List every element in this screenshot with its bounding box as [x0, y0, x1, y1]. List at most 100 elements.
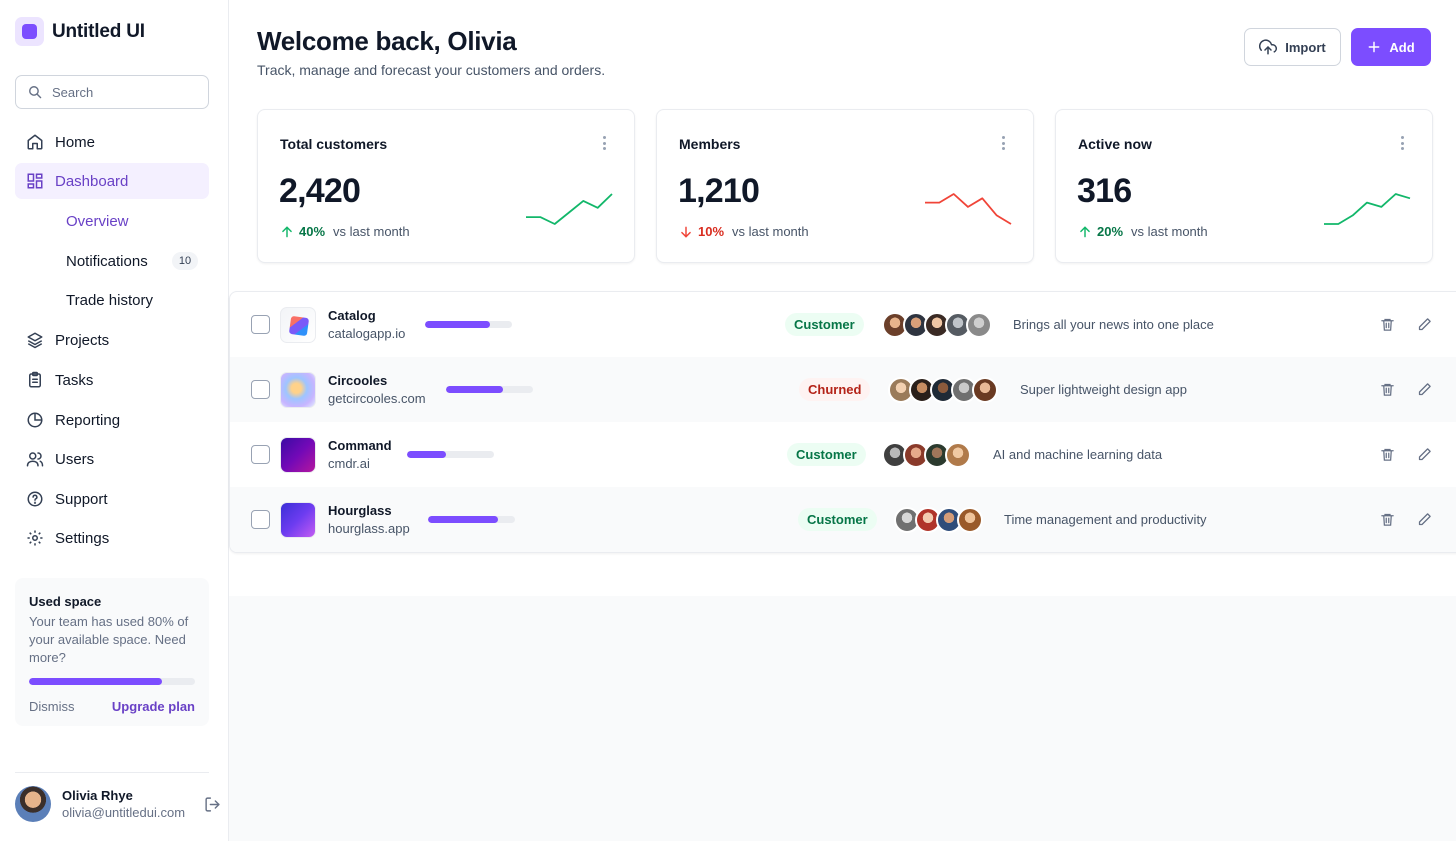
user-avatars[interactable]	[894, 507, 983, 533]
brand[interactable]: Untitled UI	[15, 17, 145, 46]
company-url: cmdr.ai	[328, 456, 370, 471]
company-name: Catalog	[328, 308, 376, 323]
avatar[interactable]	[966, 312, 992, 338]
edit-pencil-icon[interactable]	[1415, 380, 1433, 398]
company-logo	[280, 502, 316, 538]
nav-item-reporting[interactable]: Reporting	[15, 402, 209, 438]
table-row[interactable]: Command cmdr.ai Customer AI and machine …	[230, 422, 1456, 487]
users-icon	[26, 450, 44, 468]
status-badge: Customer	[787, 443, 866, 466]
app-name: Untitled UI	[52, 20, 145, 42]
layers-icon	[26, 331, 44, 349]
import-button-label: Import	[1285, 39, 1326, 55]
arrow-up-icon	[1080, 225, 1090, 237]
user-avatars[interactable]	[888, 377, 998, 403]
company-about: Super lightweight design app	[1020, 382, 1187, 397]
nav-item-projects[interactable]: Projects	[15, 322, 209, 358]
company-name: Hourglass	[328, 503, 392, 518]
company-url: hourglass.app	[328, 521, 410, 536]
nav-subitem-label: Trade history	[66, 291, 153, 309]
nav-subitem-notifications[interactable]: Notifications 10	[15, 244, 209, 278]
table-row[interactable]: Hourglass hourglass.app Customer Time ma…	[230, 487, 1456, 552]
row-checkbox[interactable]	[251, 380, 270, 399]
logout-icon[interactable]	[204, 796, 221, 818]
company-about: Brings all your news into one place	[1013, 317, 1214, 332]
edit-pencil-icon[interactable]	[1415, 510, 1433, 528]
nav-item-label: Settings	[55, 529, 110, 547]
stat-change: 10% vs last month	[679, 224, 809, 239]
row-checkbox[interactable]	[251, 315, 270, 334]
nav-item-dashboard[interactable]: Dashboard	[15, 163, 209, 199]
avatar[interactable]	[945, 442, 971, 468]
user-avatars[interactable]	[882, 312, 992, 338]
row-checkbox[interactable]	[251, 510, 270, 529]
trash-icon[interactable]	[1378, 445, 1396, 463]
sparkline-chart	[526, 193, 613, 225]
stat-change-compare: vs last month	[1131, 224, 1208, 239]
license-progress-bar	[446, 386, 533, 393]
company-logo	[280, 307, 316, 343]
license-progress-bar	[425, 321, 512, 328]
dismiss-button[interactable]: Dismiss	[29, 699, 75, 714]
nav-item-settings[interactable]: Settings	[15, 520, 209, 556]
upgrade-plan-button[interactable]: Upgrade plan	[111, 699, 195, 714]
notifications-count-badge: 10	[172, 252, 198, 270]
status-badge: Churned	[799, 378, 871, 401]
edit-pencil-icon[interactable]	[1415, 315, 1433, 333]
avatar[interactable]	[15, 786, 51, 822]
stat-label: Members	[679, 136, 741, 152]
company-about: Time management and productivity	[1004, 512, 1207, 527]
stat-card-active-now: Active now 316 20% vs last month	[1055, 109, 1433, 263]
row-checkbox[interactable]	[251, 445, 270, 464]
company-name: Circooles	[328, 373, 388, 388]
user-avatars[interactable]	[882, 442, 971, 468]
add-button[interactable]: Add	[1351, 28, 1431, 66]
edit-pencil-icon[interactable]	[1415, 445, 1433, 463]
trash-icon[interactable]	[1378, 510, 1396, 528]
search-box[interactable]	[15, 75, 209, 109]
nav-item-support[interactable]: Support	[15, 481, 209, 517]
home-icon	[26, 133, 44, 151]
more-vertical-icon[interactable]	[1394, 134, 1410, 152]
nav-item-tasks[interactable]: Tasks	[15, 362, 209, 398]
nav-item-label: Dashboard	[55, 172, 129, 190]
company-logo	[280, 372, 316, 408]
nav-item-label: Support	[55, 490, 108, 508]
used-space-description: Your team has used 80% of your available…	[29, 614, 189, 665]
company-name: Command	[328, 438, 392, 453]
user-email: olivia@untitledui.com	[62, 805, 186, 820]
nav-subitem-trade-history[interactable]: Trade history	[15, 283, 209, 317]
used-space-progress	[29, 678, 195, 685]
sparkline-series	[925, 193, 1012, 225]
status-badge: Customer	[785, 313, 864, 336]
nav-item-label: Tasks	[55, 371, 94, 389]
main-content: Welcome back, Olivia Track, manage and f…	[229, 0, 1456, 841]
trash-icon[interactable]	[1378, 380, 1396, 398]
nav-subitem-overview[interactable]: Overview	[15, 204, 209, 238]
gear-icon	[26, 529, 44, 547]
clipboard-icon	[26, 371, 44, 389]
companies-table: Catalog catalogapp.io Customer Brings al…	[229, 291, 1456, 553]
stat-value: 316	[1077, 172, 1132, 210]
sidebar: Untitled UI Home Dashboard Overview Noti…	[0, 0, 229, 841]
stat-label: Active now	[1078, 136, 1152, 152]
more-vertical-icon[interactable]	[995, 134, 1011, 152]
nav-subitem-label: Notifications	[66, 252, 148, 270]
nav-item-home[interactable]: Home	[15, 124, 209, 160]
import-button[interactable]: Import	[1244, 28, 1341, 66]
table-row[interactable]: Catalog catalogapp.io Customer Brings al…	[230, 292, 1456, 357]
avatar[interactable]	[972, 377, 998, 403]
search-input[interactable]	[52, 84, 192, 100]
avatar[interactable]	[957, 507, 983, 533]
more-vertical-icon[interactable]	[596, 134, 612, 152]
company-url: catalogapp.io	[328, 326, 406, 341]
trash-icon[interactable]	[1378, 315, 1396, 333]
nav-item-users[interactable]: Users	[15, 441, 209, 477]
page-subtitle: Track, manage and forecast your customer…	[257, 62, 606, 78]
content-background	[229, 596, 1456, 841]
dashboard-grid-icon	[26, 172, 44, 190]
license-progress-bar	[428, 516, 515, 523]
table-row[interactable]: Circooles getcircooles.com Churned Super…	[230, 357, 1456, 422]
user-profile[interactable]: Olivia Rhye olivia@untitledui.com	[15, 786, 227, 822]
search-icon	[29, 86, 42, 99]
